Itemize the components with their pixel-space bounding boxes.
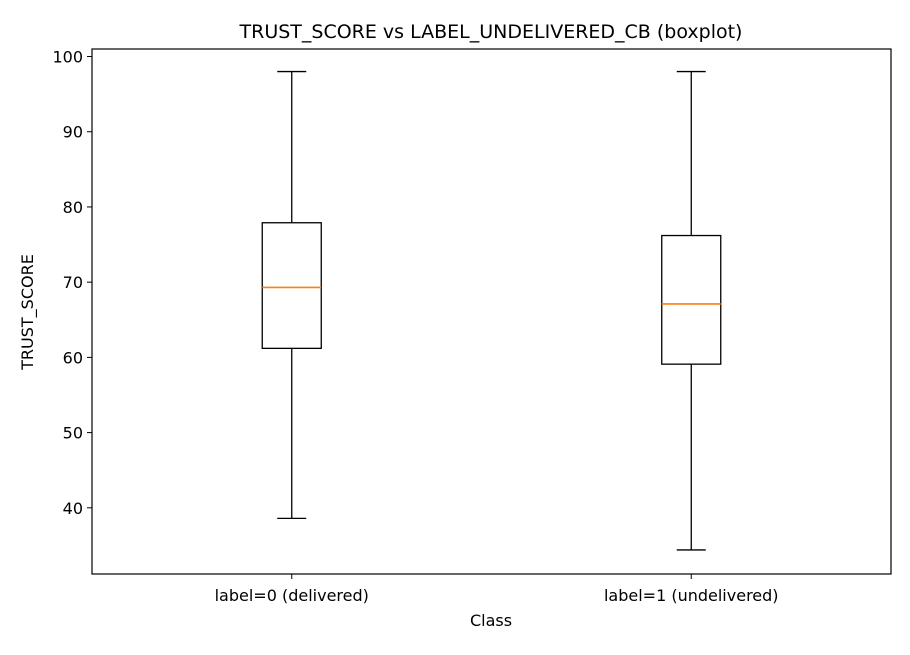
y-tick-label: 60 [63, 348, 83, 367]
y-tick-label: 70 [63, 273, 83, 292]
x-axis: label=0 (delivered) label=1 (undelivered) [215, 574, 779, 605]
x-axis-label: Class [470, 611, 512, 630]
chart-title: TRUST_SCORE vs LABEL_UNDELIVERED_CB (box… [239, 21, 743, 43]
iqr-box [261, 222, 322, 350]
x-tick-label: label=1 (undelivered) [604, 586, 779, 605]
boxes-group [261, 70, 722, 551]
y-tick-label: 100 [52, 48, 83, 67]
y-tick-label: 80 [63, 198, 83, 217]
y-axis: 40 50 60 70 80 90 100 [52, 48, 92, 518]
y-tick-label: 50 [63, 424, 83, 443]
plot-area-frame [91, 48, 892, 575]
iqr-box [661, 234, 722, 365]
y-axis-label: TRUST_SCORE [18, 254, 38, 371]
y-tick-label: 40 [63, 499, 83, 518]
x-tick-label: label=0 (delivered) [215, 586, 369, 605]
y-tick-label: 90 [63, 123, 83, 142]
